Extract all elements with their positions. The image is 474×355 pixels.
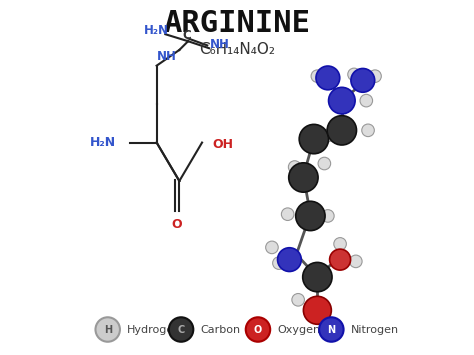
Text: C: C [182,29,191,43]
Text: NH: NH [210,38,229,51]
Text: H₂N: H₂N [144,24,169,37]
Circle shape [296,201,325,231]
Text: O: O [172,218,182,231]
Circle shape [328,87,355,114]
Circle shape [334,237,346,250]
Circle shape [349,255,362,268]
Text: Hydrogen: Hydrogen [127,324,181,334]
Text: OH: OH [212,138,234,151]
Circle shape [169,317,193,342]
Circle shape [360,94,373,107]
Text: N: N [327,324,336,334]
Circle shape [351,69,374,92]
Circle shape [319,317,344,342]
Circle shape [288,161,301,173]
Text: H: H [104,324,112,334]
Circle shape [303,296,331,324]
Circle shape [362,124,374,137]
Circle shape [95,317,120,342]
Circle shape [246,317,270,342]
Circle shape [282,208,294,220]
Circle shape [316,66,340,90]
Text: O: O [254,324,262,334]
Text: Carbon: Carbon [201,324,240,334]
Text: Nitrogen: Nitrogen [351,324,399,334]
Text: C: C [177,324,185,334]
Circle shape [278,248,301,272]
Circle shape [327,116,356,145]
Text: NH: NH [157,50,177,64]
Circle shape [348,68,360,81]
Circle shape [299,124,328,154]
Circle shape [321,210,334,222]
Circle shape [289,163,318,192]
Text: ARGININE: ARGININE [164,9,310,38]
Text: H₂N: H₂N [91,136,117,149]
Circle shape [321,129,334,142]
Circle shape [292,294,304,306]
Text: Oxygen: Oxygen [277,324,320,334]
Circle shape [303,262,332,292]
Circle shape [265,241,278,254]
Text: C₆H₁₄N₄O₂: C₆H₁₄N₄O₂ [199,43,275,58]
Circle shape [318,157,331,170]
Circle shape [273,257,285,269]
Circle shape [369,70,381,82]
Circle shape [311,70,324,82]
Circle shape [329,249,351,270]
